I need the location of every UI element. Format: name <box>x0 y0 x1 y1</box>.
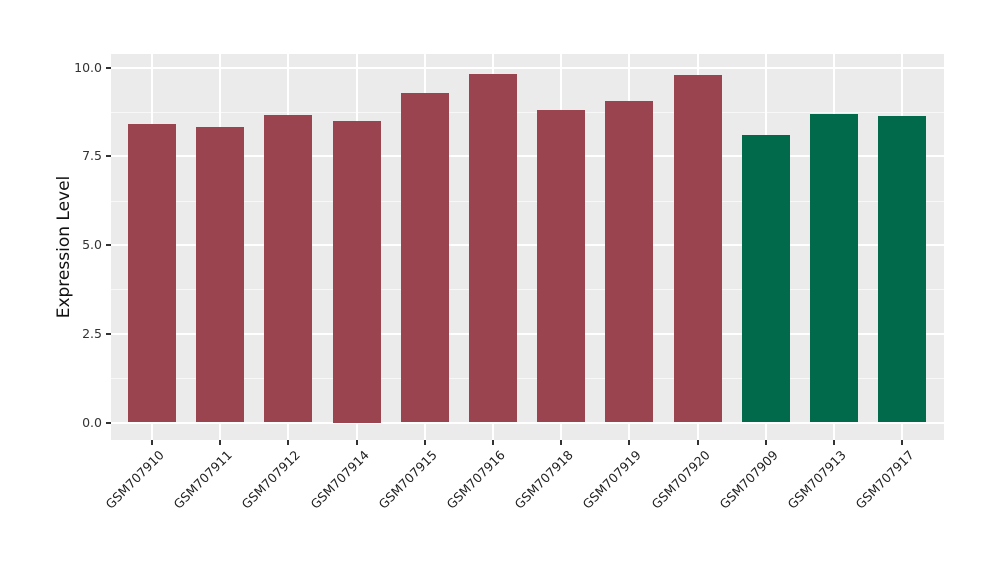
x-tick-mark <box>287 440 290 445</box>
bar-GSM707914 <box>332 120 381 423</box>
gridline-minor <box>111 111 944 113</box>
x-tick-mark <box>832 440 835 445</box>
x-tick-mark <box>219 440 222 445</box>
bar-GSM707916 <box>468 73 517 423</box>
gridline-minor <box>111 200 944 202</box>
y-tick-mark <box>106 244 111 246</box>
y-tick-mark <box>106 155 111 158</box>
x-tick-mark <box>423 440 426 445</box>
x-tick-mark <box>560 440 563 445</box>
gridline-major <box>111 421 944 424</box>
y-tick-label: 7.5 <box>82 148 102 163</box>
bar-GSM707915 <box>400 93 449 423</box>
bar-GSM707917 <box>878 116 927 423</box>
bar-GSM707911 <box>196 126 245 423</box>
x-tick-mark <box>764 440 767 445</box>
gridline-minor <box>111 289 944 291</box>
gridline-major <box>111 244 944 246</box>
y-tick-label: 5.0 <box>82 236 102 252</box>
gridline-major <box>111 155 944 158</box>
gridline-major <box>111 66 944 69</box>
x-tick-mark <box>150 440 153 445</box>
x-tick-mark <box>491 440 494 445</box>
gridline-major <box>111 332 944 335</box>
y-tick-label: 0.0 <box>82 414 102 430</box>
plot-panel <box>111 54 944 440</box>
x-tick-mark <box>696 440 699 445</box>
y-tick-mark <box>106 421 111 424</box>
bar-GSM707909 <box>741 134 790 423</box>
y-tick-label: 10.0 <box>74 59 102 75</box>
bar-GSM707913 <box>809 113 858 423</box>
x-tick-mark <box>628 440 631 445</box>
y-tick-mark <box>106 332 111 335</box>
y-tick-label: 2.5 <box>82 325 102 341</box>
x-tick-mark <box>901 440 904 445</box>
y-tick-mark <box>106 66 111 69</box>
bar-GSM707910 <box>127 124 176 423</box>
bar-GSM707918 <box>537 110 586 423</box>
gridline-minor <box>111 378 944 380</box>
bar-GSM707920 <box>673 75 722 423</box>
bar-GSM707912 <box>264 114 313 423</box>
bar-GSM707919 <box>605 100 654 423</box>
x-tick-mark <box>355 440 358 445</box>
